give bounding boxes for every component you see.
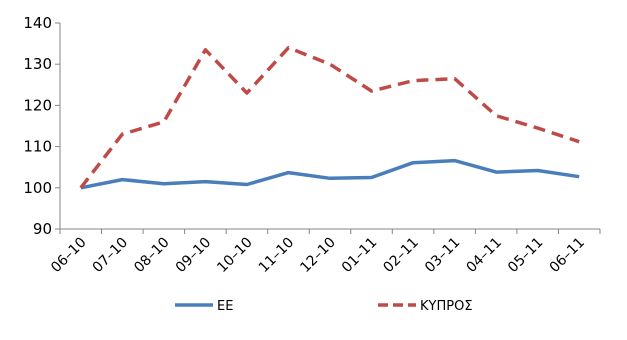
x-tick-label: 12–10 bbox=[297, 235, 338, 276]
x-tick-label: 11–10 bbox=[256, 235, 297, 276]
x-tick-label: 10–10 bbox=[214, 235, 255, 276]
x-tick-label: 06–10 bbox=[48, 235, 89, 276]
x-tick-label: 02–11 bbox=[380, 235, 421, 276]
y-tick-label: 90 bbox=[33, 220, 52, 238]
x-tick-label: 04–11 bbox=[464, 235, 505, 276]
x-tick-label: 07–10 bbox=[90, 235, 131, 276]
x-tick-label: 06–11 bbox=[547, 235, 588, 276]
x-tick-label: 01–11 bbox=[339, 235, 380, 276]
x-tick-label: 08–10 bbox=[131, 235, 172, 276]
y-axis: 90 100 110 120 130 140 bbox=[23, 14, 61, 238]
legend-label: ΕΕ bbox=[217, 299, 233, 314]
series-lines bbox=[79, 45, 580, 190]
y-tick-label: 130 bbox=[23, 55, 52, 73]
series-line-kypros bbox=[79, 45, 580, 189]
y-tick-label: 120 bbox=[23, 96, 52, 114]
y-tick-label: 140 bbox=[23, 14, 52, 32]
x-tick-label: 03–11 bbox=[422, 235, 463, 276]
legend: ΕΕ ΚΥΠΡΟΣ bbox=[175, 299, 473, 314]
legend-label: ΚΥΠΡΟΣ bbox=[420, 299, 473, 314]
x-tick-label: 05–11 bbox=[505, 235, 546, 276]
series-line-ee bbox=[80, 158, 580, 190]
y-tick-label: 100 bbox=[23, 179, 52, 197]
x-tick-label: 09–10 bbox=[173, 235, 214, 276]
x-axis: 06–10 07–10 08–10 09–10 10–10 11–10 12–10 01–11… bbox=[48, 228, 601, 276]
y-tick-label: 110 bbox=[23, 138, 52, 156]
